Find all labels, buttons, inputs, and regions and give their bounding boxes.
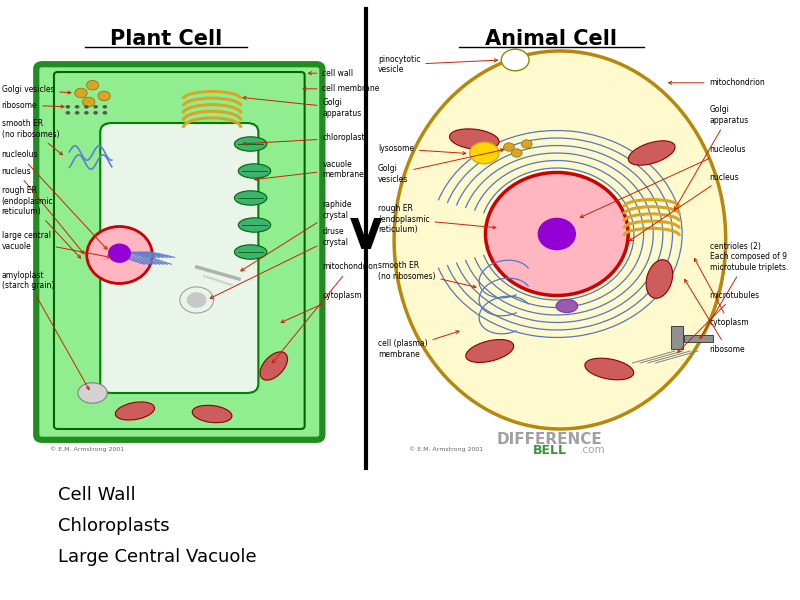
Text: © E.M. Armstrong 2001: © E.M. Armstrong 2001 (50, 446, 124, 452)
Text: centrioles (2)
Each composed of 9
microtubule triplets.: centrioles (2) Each composed of 9 microt… (700, 242, 788, 338)
Circle shape (522, 140, 532, 148)
Polygon shape (187, 293, 206, 307)
Text: Cell Wall: Cell Wall (58, 486, 135, 504)
Circle shape (94, 111, 98, 115)
Ellipse shape (450, 129, 499, 149)
Text: rough ER
(endoplasmic
reticulum): rough ER (endoplasmic reticulum) (378, 204, 496, 234)
Text: Chloroplasts: Chloroplasts (58, 517, 170, 535)
Circle shape (102, 111, 107, 115)
Text: ribosome: ribosome (685, 279, 745, 354)
Ellipse shape (466, 340, 514, 362)
Text: raphide
crystal: raphide crystal (241, 200, 352, 271)
Text: chloroplast: chloroplast (243, 133, 365, 145)
Text: Animal Cell: Animal Cell (486, 29, 618, 49)
Text: Golgi
apparatus: Golgi apparatus (674, 106, 749, 209)
Circle shape (502, 49, 529, 71)
Ellipse shape (238, 218, 270, 232)
Circle shape (84, 111, 89, 115)
Text: cytoplasm: cytoplasm (281, 290, 362, 323)
Circle shape (75, 105, 79, 109)
Text: mitochondrion: mitochondrion (669, 78, 766, 87)
Ellipse shape (238, 164, 270, 178)
Text: cell (plasma)
membrane: cell (plasma) membrane (378, 331, 459, 359)
Circle shape (75, 88, 87, 98)
FancyBboxPatch shape (100, 123, 258, 393)
Circle shape (511, 149, 522, 157)
Text: .com: .com (580, 445, 606, 455)
Ellipse shape (109, 244, 130, 262)
Text: cytoplasm: cytoplasm (694, 259, 749, 328)
Text: amyloplast
(starch grain): amyloplast (starch grain) (2, 271, 89, 389)
FancyBboxPatch shape (54, 72, 305, 429)
Text: Golgi vesicles: Golgi vesicles (2, 85, 71, 94)
Circle shape (94, 105, 98, 109)
Ellipse shape (115, 402, 154, 420)
Bar (684, 335, 714, 342)
Text: cell membrane: cell membrane (303, 84, 380, 93)
Text: ribosome: ribosome (2, 100, 64, 109)
Bar (671, 326, 682, 349)
Ellipse shape (394, 51, 726, 429)
Text: nucleolus: nucleolus (580, 145, 746, 218)
Text: nucleus: nucleus (2, 166, 84, 254)
Ellipse shape (646, 260, 673, 298)
Text: smooth ER
(no ribosomes): smooth ER (no ribosomes) (378, 262, 476, 288)
Ellipse shape (192, 405, 232, 423)
Ellipse shape (538, 218, 575, 250)
Circle shape (84, 105, 89, 109)
Circle shape (66, 105, 70, 109)
Circle shape (66, 111, 70, 115)
Circle shape (82, 97, 95, 107)
Ellipse shape (78, 383, 107, 403)
Ellipse shape (628, 141, 675, 165)
Ellipse shape (486, 173, 628, 295)
FancyBboxPatch shape (36, 64, 322, 440)
Circle shape (102, 105, 107, 109)
Text: rough ER
(endoplasmic
reticulum): rough ER (endoplasmic reticulum) (2, 186, 81, 258)
Text: mitochondrion: mitochondrion (272, 262, 378, 363)
Text: Golgi
vesicles: Golgi vesicles (378, 149, 504, 184)
Ellipse shape (260, 352, 287, 380)
Text: Plant Cell: Plant Cell (110, 29, 222, 49)
Ellipse shape (470, 142, 499, 164)
Text: nucleus: nucleus (630, 173, 739, 241)
Ellipse shape (86, 226, 152, 283)
Text: large central
vacuole: large central vacuole (2, 232, 110, 258)
Circle shape (75, 111, 79, 115)
Text: vacuole
membrane: vacuole membrane (254, 160, 364, 181)
Text: DIFFERENCE: DIFFERENCE (497, 432, 602, 446)
Circle shape (86, 80, 98, 90)
Ellipse shape (234, 137, 267, 151)
Text: lysosome: lysosome (378, 144, 466, 155)
Text: smooth ER
(no ribosomes): smooth ER (no ribosomes) (2, 119, 62, 155)
Circle shape (98, 91, 110, 101)
Ellipse shape (556, 299, 578, 313)
Text: V: V (350, 216, 382, 258)
Circle shape (504, 143, 514, 151)
Text: Large Central Vacuole: Large Central Vacuole (58, 548, 257, 566)
Text: © E.M. Armstrong 2001: © E.M. Armstrong 2001 (409, 446, 483, 452)
Text: pinocytotic
vesicle: pinocytotic vesicle (378, 55, 498, 74)
Ellipse shape (234, 191, 267, 205)
Text: BELL: BELL (533, 443, 567, 457)
Text: Golgi
apparatus: Golgi apparatus (243, 97, 362, 118)
Text: microtubules: microtubules (678, 290, 760, 352)
Text: druse
crystal: druse crystal (210, 227, 348, 298)
Text: cell wall: cell wall (309, 69, 354, 78)
Ellipse shape (234, 245, 267, 259)
Ellipse shape (585, 358, 634, 380)
Text: nucleolus: nucleolus (2, 150, 107, 249)
